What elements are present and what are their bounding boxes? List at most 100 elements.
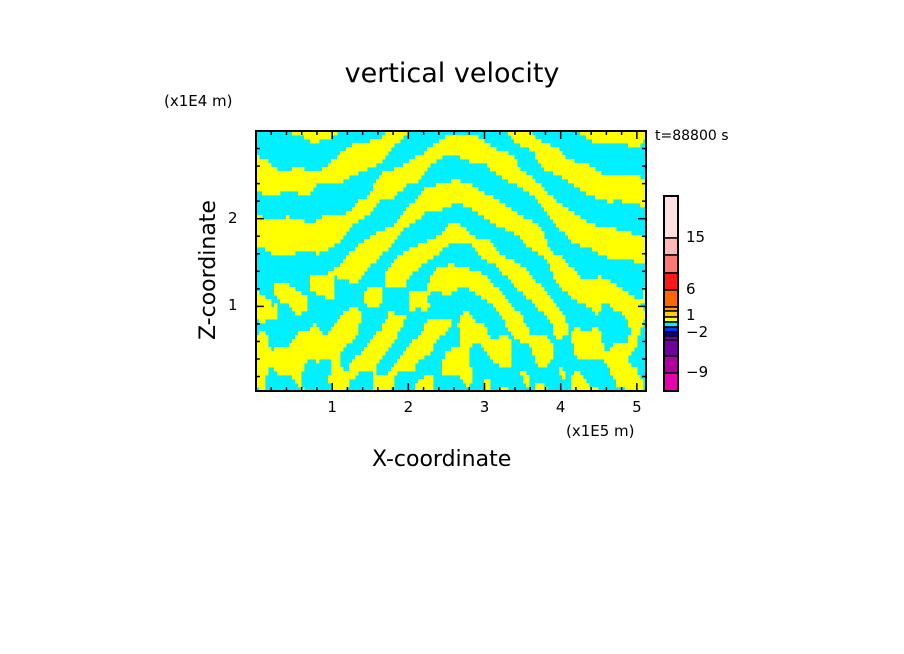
contour-cell <box>529 287 533 292</box>
contour-cell <box>529 243 533 248</box>
contour-cell <box>625 303 629 308</box>
contour-cell <box>325 283 329 288</box>
contour-cell <box>544 159 548 164</box>
contour-cell <box>469 275 473 280</box>
contour-cell <box>442 191 446 196</box>
contour-cell <box>454 151 458 156</box>
contour-cell <box>520 371 524 376</box>
contour-cell <box>517 171 521 176</box>
contour-cell <box>520 271 524 276</box>
contour-cell <box>409 219 413 224</box>
contour-cell <box>472 275 476 280</box>
contour-cell <box>535 191 539 196</box>
contour-cell <box>463 151 467 156</box>
contour-cell <box>421 299 425 304</box>
contour-cell <box>598 343 602 348</box>
contour-cell <box>361 247 365 252</box>
contour-cell <box>544 347 548 352</box>
contour-cell <box>424 295 428 300</box>
contour-cell <box>340 175 344 180</box>
contour-cell <box>289 247 293 252</box>
contour-cell <box>298 367 302 372</box>
contour-cell <box>478 323 482 328</box>
contour-cell <box>277 371 281 376</box>
contour-cell <box>466 195 470 200</box>
contour-cell <box>640 383 644 388</box>
contour-cell <box>325 335 329 340</box>
contour-cell <box>598 291 602 296</box>
contour-cell <box>463 199 467 204</box>
contour-cell <box>325 343 329 348</box>
contour-cell <box>355 331 359 336</box>
contour-cell <box>610 175 614 180</box>
contour-cell <box>259 387 263 392</box>
contour-cell <box>394 183 398 188</box>
contour-cell <box>550 203 554 208</box>
contour-cell <box>352 271 356 276</box>
contour-cell <box>517 131 521 136</box>
contour-cell <box>427 283 431 288</box>
contour-cell <box>574 379 578 384</box>
contour-cell <box>331 215 335 220</box>
contour-cell <box>319 179 323 184</box>
contour-cell <box>463 355 467 360</box>
contour-cell <box>559 279 563 284</box>
contour-cell <box>559 311 563 316</box>
contour-cell <box>454 143 458 148</box>
contour-cell <box>433 147 437 152</box>
contour-cell <box>544 359 548 364</box>
contour-cell <box>355 211 359 216</box>
contour-cell <box>592 331 596 336</box>
contour-cell <box>640 139 644 144</box>
contour-cell <box>541 199 545 204</box>
contour-cell <box>409 207 413 212</box>
contour-cell <box>256 367 260 372</box>
contour-cell <box>622 375 626 380</box>
contour-cell <box>310 183 314 188</box>
contour-cell <box>274 359 278 364</box>
contour-cell <box>328 243 332 248</box>
contour-cell <box>352 207 356 212</box>
contour-cell <box>562 331 566 336</box>
contour-cell <box>334 327 338 332</box>
contour-cell <box>313 283 317 288</box>
contour-cell <box>385 195 389 200</box>
contour-cell <box>352 375 356 380</box>
contour-cell <box>598 231 602 236</box>
contour-cell <box>595 283 599 288</box>
contour-cell <box>424 323 428 328</box>
contour-cell <box>409 355 413 360</box>
contour-cell <box>466 135 470 140</box>
contour-cell <box>355 279 359 284</box>
contour-cell <box>259 351 263 356</box>
contour-cell <box>286 359 290 364</box>
contour-cell <box>568 219 572 224</box>
contour-cell <box>448 199 452 204</box>
contour-cell <box>619 243 623 248</box>
contour-cell <box>298 383 302 388</box>
contour-cell <box>397 187 401 192</box>
contour-cell <box>298 379 302 384</box>
contour-cell <box>352 363 356 368</box>
contour-cell <box>490 203 494 208</box>
contour-cell <box>562 283 566 288</box>
contour-cell <box>619 299 623 304</box>
contour-cell <box>499 363 503 368</box>
contour-cell <box>292 291 296 296</box>
contour-cell <box>283 183 287 188</box>
contour-cell <box>529 275 533 280</box>
contour-cell <box>352 215 356 220</box>
contour-cell <box>445 143 449 148</box>
colorbar-segment <box>663 372 679 392</box>
contour-cell <box>292 175 296 180</box>
contour-cell <box>418 251 422 256</box>
contour-cell <box>625 231 629 236</box>
contour-cell <box>400 267 404 272</box>
contour-cell <box>511 315 515 320</box>
contour-cell <box>382 339 386 344</box>
contour-cell <box>481 343 485 348</box>
contour-cell <box>502 159 506 164</box>
contour-cell <box>580 287 584 292</box>
contour-cell <box>625 239 629 244</box>
contour-cell <box>358 199 362 204</box>
